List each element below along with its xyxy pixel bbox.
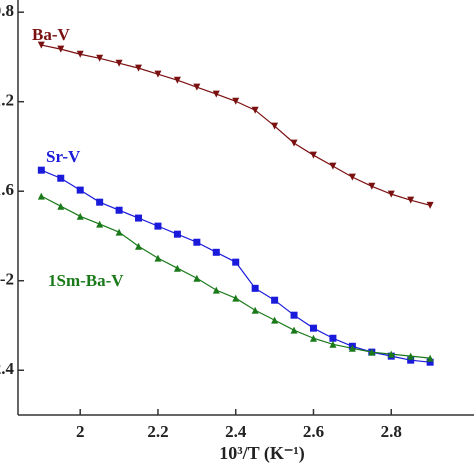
data-point: [115, 206, 123, 214]
data-point: [232, 294, 240, 302]
data-point: [368, 182, 376, 190]
data-point: [290, 326, 298, 334]
data-point: [212, 286, 220, 294]
x-tick-label: 2: [76, 422, 85, 441]
data-point: [135, 214, 143, 222]
data-point: [271, 296, 279, 304]
data-point: [135, 64, 143, 72]
data-point: [57, 174, 65, 182]
data-point: [309, 324, 317, 332]
data-point: [154, 222, 162, 230]
x-tick-label: 2.6: [303, 422, 324, 441]
data-point: [251, 106, 259, 114]
data-point: [96, 220, 104, 228]
data-point: [154, 70, 162, 78]
data-point: [271, 316, 279, 324]
data-point: [309, 334, 317, 342]
data-point: [407, 196, 415, 204]
data-point: [426, 354, 434, 362]
data-point: [96, 198, 104, 206]
data-point: [193, 238, 201, 246]
data-point: [271, 122, 279, 130]
data-point: [251, 306, 259, 314]
data-point: [37, 166, 45, 174]
data-point: [96, 54, 104, 62]
data-point: [193, 274, 201, 282]
data-point: [232, 258, 240, 266]
data-point: [193, 83, 201, 91]
data-point: [290, 139, 298, 147]
y-tick-label: -1.6: [0, 180, 14, 199]
data-point: [76, 186, 84, 194]
y-tick-label: -0.8: [0, 1, 14, 20]
x-tick-label: 2.8: [381, 422, 402, 441]
data-point: [348, 344, 356, 352]
data-point: [426, 201, 434, 209]
y-tick-label: -2: [0, 270, 14, 289]
y-tick-label: -2.4: [0, 359, 14, 378]
data-point: [37, 41, 45, 49]
data-point: [173, 76, 181, 84]
data-point: [329, 340, 337, 348]
data-point: [57, 202, 65, 210]
data-point: [232, 97, 240, 105]
data-point: [251, 284, 259, 292]
data-point: [115, 228, 123, 236]
data-point: [329, 162, 337, 170]
data-point: [329, 334, 337, 342]
data-point: [76, 50, 84, 58]
x-tick-label: 2.2: [147, 422, 168, 441]
data-point: [37, 192, 45, 200]
data-point: [135, 242, 143, 250]
x-axis-label: 10³/T (K⁻¹): [219, 443, 304, 464]
data-point: [173, 264, 181, 272]
data-point: [368, 348, 376, 356]
data-point: [309, 151, 317, 159]
data-point: [387, 350, 395, 358]
series-line: [41, 44, 431, 206]
data-point: [212, 248, 220, 256]
data-point: [290, 311, 298, 319]
data-point: [154, 254, 162, 262]
data-point: [426, 358, 434, 366]
series-label: Sr-V: [46, 147, 81, 166]
data-point: [387, 190, 395, 198]
data-point: [407, 356, 415, 364]
data-point: [407, 352, 415, 360]
data-point: [348, 173, 356, 181]
data-point: [76, 212, 84, 220]
series-label: Ba-V: [32, 25, 71, 44]
x-tick-label: 2.4: [225, 422, 247, 441]
data-point: [212, 90, 220, 98]
data-point: [173, 230, 181, 238]
series-label: 1Sm-Ba-V: [48, 271, 124, 290]
data-point: [57, 45, 65, 53]
y-tick-label: -1.2: [0, 91, 14, 110]
data-point: [115, 59, 123, 67]
